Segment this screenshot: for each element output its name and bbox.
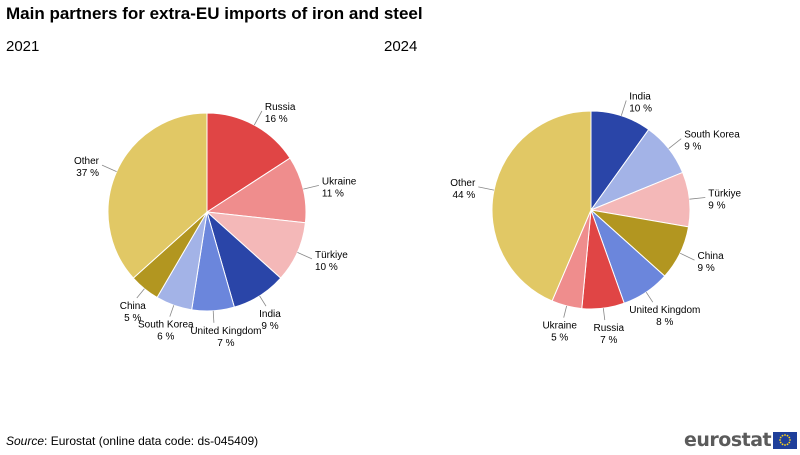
pie-leader-line (303, 185, 319, 190)
pie-label-india: India (629, 92, 651, 103)
flag-star-icon (788, 436, 791, 439)
pie-leader-line (253, 110, 263, 126)
pie-slice-other-2024 (491, 110, 592, 302)
pie-leader-line (169, 305, 175, 317)
pie-leader-line (297, 252, 313, 260)
pie-slice-ukraine-2021 (205, 157, 307, 224)
pie-label-turkiye: Türkiye (315, 250, 348, 261)
pie-value-label-south-korea: 9 % (684, 142, 701, 153)
pie-label-united-kingdom: United Kingdom (629, 305, 700, 316)
pie-value-label-china: 5 % (124, 313, 141, 324)
flag-star-icon (786, 434, 789, 437)
source-label: Source (6, 434, 45, 448)
pie-value-label-china: 9 % (698, 263, 715, 274)
pie-slice-russia-2021 (206, 112, 291, 213)
pie-label-china: China (120, 301, 147, 312)
pie-value-label-ukraine: 5 % (551, 333, 568, 344)
pie-leader-line (101, 164, 117, 172)
pie-label-south-korea: South Korea (684, 130, 740, 141)
pie-value-label-united-kingdom: 8 % (656, 317, 673, 328)
source-text: : Eurostat (online data code: ds-045409) (44, 434, 259, 448)
pie-leader-line (478, 186, 495, 191)
pie-value-label-russia: 16 % (265, 114, 288, 125)
pie-leader-line (563, 305, 567, 318)
flag-star-icon (779, 441, 782, 444)
flag-star-icon (786, 443, 789, 446)
pie-label-other: Other (450, 178, 476, 189)
pie-leader-line (602, 308, 606, 321)
pie-value-label-ukraine: 11 % (322, 188, 344, 199)
flag-star-icon (789, 439, 792, 441)
flag-star-icon (784, 434, 787, 436)
pie-label-russia: Russia (265, 102, 296, 113)
pie-leader-line (645, 291, 654, 303)
pie-value-label-india: 9 % (261, 321, 278, 332)
source-note: Source: Eurostat (online data code: ds-0… (6, 434, 258, 448)
pie-label-ukraine: Ukraine (322, 176, 357, 187)
eu-flag-icon (773, 431, 798, 449)
pie-value-label-russia: 7 % (600, 335, 617, 346)
pie-leader-line (212, 310, 215, 323)
pie-title-2021: 2021 (6, 38, 40, 55)
flag-star-icon (788, 441, 791, 444)
pie-value-label-united-kingdom: 7 % (217, 338, 234, 349)
chart-title: Main partners for extra-EU imports of ir… (6, 4, 423, 23)
pie-label-united-kingdom: United Kingdom (190, 326, 261, 337)
pie-value-label-turkiye: 9 % (708, 201, 725, 212)
pie-label-other: Other (74, 156, 100, 167)
pie-title-2024: 2024 (384, 38, 418, 55)
flag-star-icon (779, 439, 782, 441)
pie-leader-line (668, 138, 682, 149)
pie-leader-line (679, 252, 695, 261)
flag-star-icon (784, 444, 787, 446)
pie-label-ukraine: Ukraine (542, 321, 577, 332)
pie-label-china: China (698, 251, 725, 262)
pie-value-label-other: 37 % (76, 168, 99, 179)
flag-star-icon (779, 436, 782, 439)
eurostat-logo: eurostat (684, 429, 798, 451)
pie-label-turkiye: Türkiye (708, 189, 741, 200)
pie-leader-line (689, 197, 706, 200)
pie-value-label-turkiye: 10 % (315, 262, 338, 273)
pie-slice-other-2021 (107, 112, 208, 279)
brand-name: eurostat (684, 429, 772, 451)
pie-label-india: India (259, 309, 281, 320)
pie-leader-line (259, 295, 267, 307)
pie-value-label-other: 44 % (453, 190, 476, 201)
pie-label-russia: Russia (594, 323, 625, 334)
flag-star-icon (781, 443, 784, 446)
pie-value-label-india: 10 % (629, 104, 652, 115)
pie-leader-line (620, 100, 627, 116)
pie-label-south-korea: South Korea (138, 320, 194, 331)
pie-leader-line (136, 288, 145, 299)
pie-value-label-south-korea: 6 % (157, 332, 174, 343)
flag-star-icon (781, 434, 784, 437)
